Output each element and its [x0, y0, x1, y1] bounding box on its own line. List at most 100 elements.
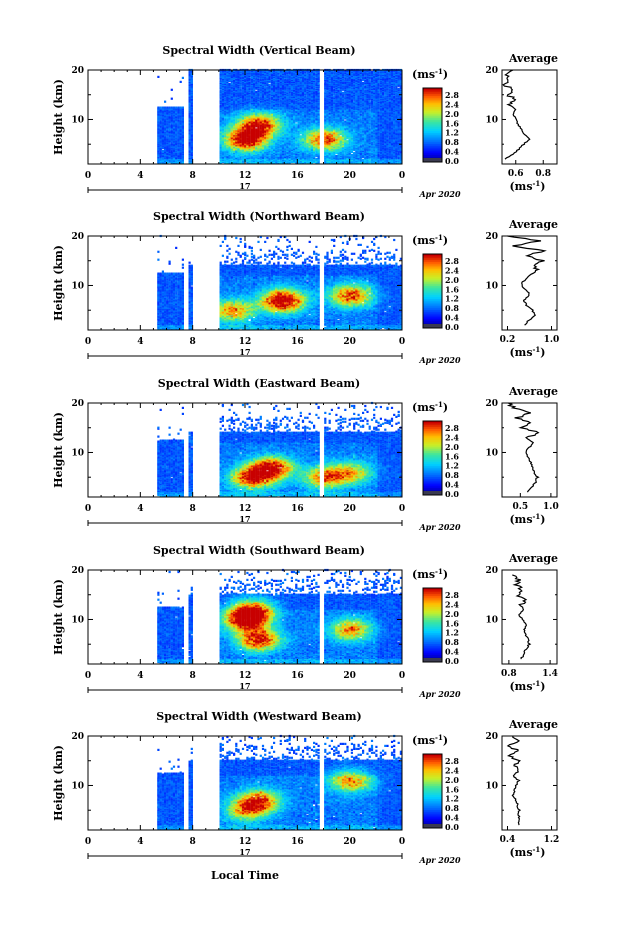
heatmap-cell [270, 96, 273, 99]
heatmap-cell [259, 96, 262, 99]
heatmap-cell [281, 137, 285, 140]
heatmap-cell [157, 75, 160, 78]
heatmap-cell [237, 148, 240, 151]
heatmap-cell [190, 77, 193, 80]
heatmap-cell [317, 142, 320, 145]
heatmap-cell [253, 94, 256, 97]
heatmap-cell [188, 98, 191, 101]
heatmap-cell [235, 104, 238, 107]
heatmap-cell [237, 71, 240, 75]
heatmap-cell [250, 98, 253, 101]
heatmap-cell [226, 104, 229, 107]
heatmap-cell [306, 121, 309, 124]
heatmap-cell [299, 100, 302, 103]
heatmap-cell [264, 85, 267, 88]
heatmap-cell [279, 159, 282, 163]
heatmap-cell [297, 144, 300, 147]
heatmap-cell [315, 152, 318, 155]
heatmap-cell [244, 127, 247, 130]
heatmap-cell [255, 128, 258, 131]
heatmap-cell [221, 81, 224, 84]
heatmap-cell [157, 106, 160, 109]
heatmap-cell [281, 108, 285, 111]
heatmap-cell [190, 157, 193, 160]
heatmap-cell [226, 72, 229, 76]
heatmap-cell [235, 120, 238, 123]
heatmap-cell [221, 79, 224, 82]
heatmap-cell [279, 99, 282, 102]
heatmap-cell [317, 82, 320, 85]
heatmap-cell [326, 158, 329, 161]
heatmap-cell [313, 140, 316, 143]
heatmap-cell [273, 91, 276, 94]
heatmap-cell [161, 145, 164, 148]
heatmap-cell [277, 115, 280, 118]
heatmap-cell [273, 102, 276, 105]
heatmap-cell [250, 90, 253, 93]
heatmap-cell [297, 124, 300, 127]
heatmap-cell [239, 122, 242, 125]
heatmap-cell [230, 132, 233, 135]
heatmap-cell [172, 158, 176, 161]
heatmap-cell [255, 121, 258, 124]
heatmap-cell [241, 151, 245, 154]
heatmap-cell [230, 108, 233, 111]
heatmap-cell [190, 154, 193, 157]
heatmap-cell [235, 113, 238, 116]
heatmap-cell [313, 76, 316, 79]
heatmap-cell [284, 78, 287, 81]
heatmap-cell [290, 125, 293, 128]
heatmap-cell [306, 136, 309, 139]
heatmap-cell [237, 113, 240, 116]
heatmap-cell [219, 71, 222, 75]
heatmap-cell [228, 119, 231, 122]
heatmap-cell [284, 74, 287, 77]
heatmap-cell [246, 88, 249, 91]
heatmap-cell [259, 143, 262, 146]
heatmap-cell [248, 154, 251, 157]
heatmap-cell [241, 115, 245, 118]
heatmap-cell [310, 137, 313, 140]
heatmap-cell [168, 143, 171, 146]
heatmap-cell [239, 109, 242, 112]
heatmap-cell [304, 128, 307, 131]
heatmap-cell [273, 98, 276, 101]
panel-1: Spectral Width (Vertical Beam)2010Height… [52, 44, 558, 199]
heatmap-cell [159, 158, 162, 161]
heatmap-cell [175, 106, 178, 109]
heatmap-cell [168, 106, 171, 109]
heatmap-cell [244, 98, 247, 101]
heatmap-cell [159, 121, 162, 124]
heatmap-cell [159, 106, 162, 109]
heatmap-cell [179, 80, 182, 83]
heatmap-cell [179, 106, 182, 109]
heatmap-cell [259, 78, 262, 81]
heatmap-cells [157, 68, 402, 165]
heatmap-cell [164, 118, 167, 121]
heatmap-cell [315, 116, 318, 119]
heatmap-cell [266, 127, 269, 130]
heatmap-cell [306, 145, 309, 148]
heatmap-cell [179, 120, 182, 123]
heatmap-cell [326, 149, 329, 152]
heatmap-cell [317, 111, 320, 114]
heatmap-cell [295, 132, 298, 135]
heatmap-cell [230, 82, 233, 85]
heatmap-cell [235, 123, 238, 126]
heatmap-cell [164, 100, 167, 103]
heatmap-cell [286, 149, 289, 152]
heatmap-cell [324, 132, 327, 135]
heatmap-cell [181, 76, 184, 79]
heatmap-cell [293, 74, 296, 77]
heatmap-cell [228, 161, 231, 165]
heatmap-cell [288, 146, 291, 149]
heatmap-cell [221, 153, 224, 156]
heatmap-cell [299, 135, 302, 138]
heatmap-cell [317, 88, 320, 91]
heatmap-cell [266, 81, 269, 84]
heatmap-cell [295, 123, 298, 126]
heatmap-cell [161, 120, 164, 123]
heatmap-cell [277, 70, 280, 74]
heatmap-cell [284, 153, 287, 156]
